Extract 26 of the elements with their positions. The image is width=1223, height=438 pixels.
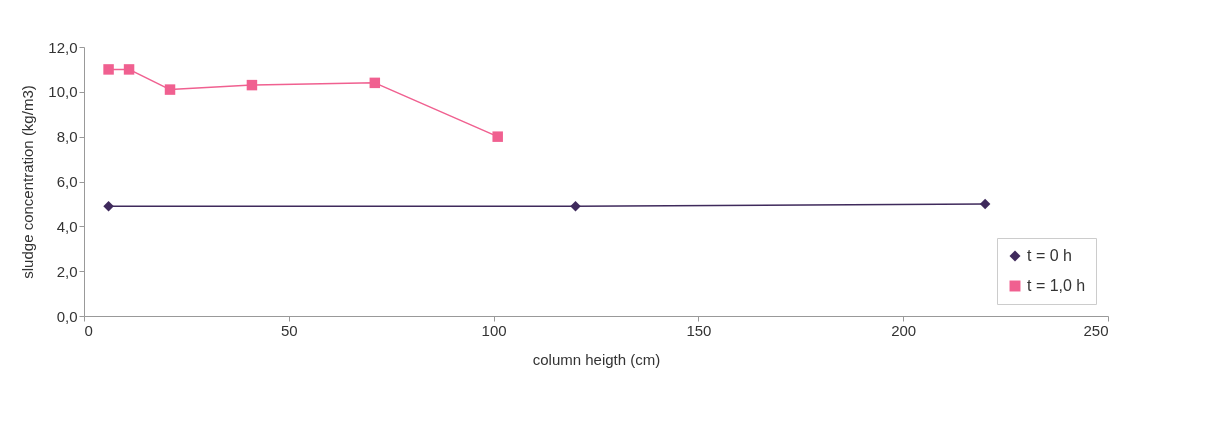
y-axis-title: sludge concentration (kg/m3) [19, 85, 37, 279]
point [164, 84, 176, 95]
y-tick-label: 12,0 [48, 38, 78, 56]
y-tick-label: 8,0 [56, 128, 78, 146]
point [979, 198, 991, 210]
x-tick-label: 50 [280, 321, 298, 339]
point [246, 79, 258, 91]
legend-label: t = 0 h [1027, 247, 1072, 264]
legend-label: t = 1,0 h [1027, 277, 1086, 294]
x-tick-label: 100 [481, 321, 507, 339]
y-tick-label: 6,0 [56, 173, 78, 190]
y-tick-label: 10,0 [48, 83, 78, 101]
x-tick-label: 200 [891, 321, 917, 339]
x-tick-label: 0 [84, 321, 93, 339]
point [492, 131, 503, 142]
point [103, 64, 114, 75]
x-tick-label: 250 [1083, 321, 1109, 339]
y-tick-label: 0,0 [56, 307, 78, 325]
y-tick-label: 4,0 [56, 217, 78, 235]
x-tick-label: 150 [686, 321, 712, 339]
y-tick-label: 2,0 [56, 262, 78, 280]
point [123, 64, 135, 75]
point [570, 200, 581, 212]
x-axis-title: column heigth (cm) [532, 350, 661, 368]
point [369, 77, 381, 89]
point [103, 200, 114, 212]
